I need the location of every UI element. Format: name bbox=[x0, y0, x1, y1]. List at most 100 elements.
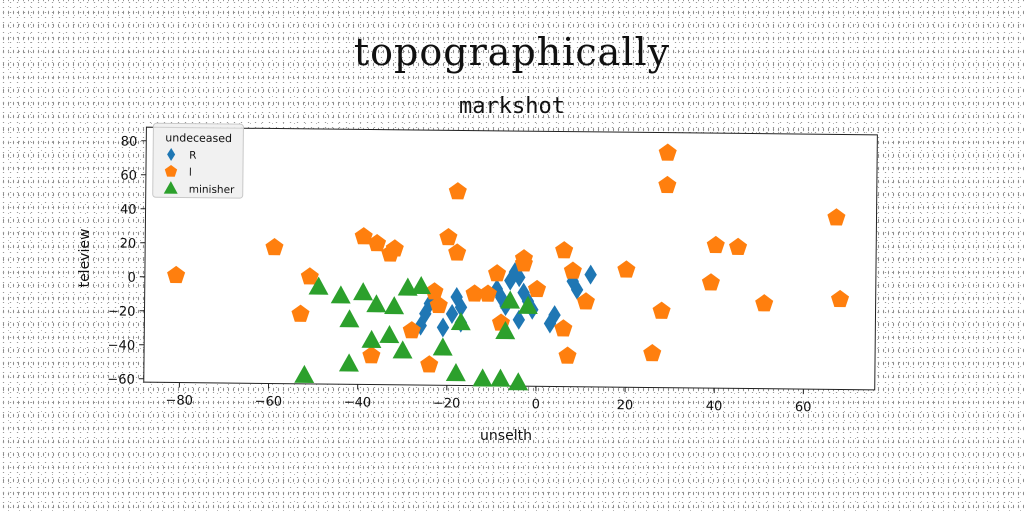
point-l bbox=[617, 260, 636, 278]
legend-marker-minisher bbox=[163, 181, 178, 194]
point-minisher bbox=[500, 290, 521, 309]
point-minisher bbox=[517, 295, 538, 314]
point-l bbox=[830, 289, 850, 308]
y-tick-label: 40 bbox=[120, 203, 137, 218]
point-l bbox=[701, 273, 720, 291]
point-minisher bbox=[366, 294, 387, 313]
point-minisher bbox=[361, 329, 382, 349]
point-minisher bbox=[411, 275, 432, 295]
legend-box bbox=[152, 122, 244, 199]
legend-marker-l bbox=[164, 164, 178, 177]
point-R bbox=[570, 279, 584, 300]
series-l bbox=[167, 143, 850, 373]
point-minisher bbox=[338, 353, 359, 372]
x-tick-label: −20 bbox=[433, 396, 461, 411]
point-R bbox=[495, 287, 508, 308]
plot-area: −80 −60 −40 −20 0 20 40 60 −60 −40 −20 0 20 40 60 80 u… bbox=[107, 122, 878, 415]
point-minisher bbox=[384, 296, 405, 315]
point-minisher bbox=[490, 368, 511, 387]
point-l bbox=[448, 182, 467, 200]
point-minisher bbox=[330, 285, 351, 304]
x-tick-label: 0 bbox=[532, 397, 540, 412]
y-axis-label: teleview bbox=[77, 229, 93, 288]
y-axis: −60 −40 −20 0 20 40 60 80 bbox=[107, 135, 147, 388]
point-l bbox=[555, 241, 574, 259]
point-minisher bbox=[472, 368, 493, 387]
point-R bbox=[548, 305, 561, 326]
point-R bbox=[445, 303, 459, 324]
point-l bbox=[300, 267, 319, 285]
point-R bbox=[450, 287, 463, 308]
legend-entries: Rl minisher bbox=[163, 147, 235, 196]
point-l bbox=[643, 343, 662, 362]
plot-frame bbox=[143, 126, 878, 391]
legend-label-R: R bbox=[189, 150, 196, 162]
point-l bbox=[514, 254, 533, 272]
x-tick-label: 40 bbox=[706, 399, 723, 414]
y-tick-label: 80 bbox=[121, 135, 138, 150]
point-R bbox=[512, 309, 526, 330]
point-minisher bbox=[392, 340, 413, 359]
point-l bbox=[381, 244, 400, 262]
point-minisher bbox=[339, 309, 360, 328]
x-tick-label: 20 bbox=[617, 398, 634, 413]
point-l bbox=[563, 261, 582, 279]
point-l bbox=[402, 321, 421, 339]
point-R bbox=[513, 267, 526, 288]
point-l bbox=[527, 279, 547, 298]
point-l bbox=[658, 143, 677, 161]
y-tick-label: 0 bbox=[127, 271, 135, 286]
point-l bbox=[658, 175, 677, 194]
chart-title: markshot bbox=[459, 94, 565, 119]
point-R bbox=[517, 282, 530, 303]
legend-marker-R bbox=[167, 147, 176, 161]
point-minisher bbox=[353, 282, 374, 301]
point-R bbox=[584, 264, 597, 285]
point-l bbox=[429, 295, 448, 314]
point-minisher bbox=[432, 337, 453, 356]
point-l bbox=[291, 304, 310, 322]
point-l bbox=[652, 301, 671, 319]
point-l bbox=[465, 284, 484, 302]
point-l bbox=[706, 235, 725, 254]
point-minisher bbox=[308, 276, 329, 295]
point-R bbox=[454, 297, 468, 318]
point-R bbox=[436, 317, 450, 338]
legend-label-minisher: minisher bbox=[189, 184, 235, 196]
point-l bbox=[367, 234, 387, 252]
y-tick-label: −60 bbox=[107, 372, 135, 387]
point-l bbox=[558, 346, 577, 364]
point-minisher bbox=[450, 312, 471, 331]
legend: undeceased Rl minisher bbox=[152, 122, 244, 199]
point-l bbox=[420, 355, 439, 373]
point-l bbox=[167, 265, 186, 284]
y-tick-label: 20 bbox=[120, 237, 137, 252]
point-l bbox=[488, 264, 507, 282]
x-axis: −80 −60 −40 −20 0 20 40 60 bbox=[165, 382, 812, 415]
y-tick-label: −40 bbox=[108, 338, 136, 353]
point-l bbox=[439, 227, 458, 246]
legend-label-l: l bbox=[189, 167, 192, 179]
point-l bbox=[448, 243, 467, 261]
series-minisher bbox=[294, 275, 538, 391]
point-l bbox=[478, 284, 497, 302]
data-marks bbox=[167, 143, 850, 391]
point-l bbox=[576, 292, 595, 310]
x-tick-label: −40 bbox=[344, 395, 372, 410]
point-l bbox=[755, 294, 774, 312]
x-axis-label: unselth bbox=[480, 428, 532, 444]
point-minisher bbox=[379, 324, 400, 344]
legend-title: undeceased bbox=[165, 131, 232, 145]
point-minisher bbox=[508, 372, 529, 391]
point-l bbox=[554, 319, 573, 337]
point-minisher bbox=[294, 364, 315, 384]
point-l bbox=[362, 346, 381, 364]
y-tick-label: −20 bbox=[108, 304, 136, 319]
point-l bbox=[425, 282, 444, 300]
point-l bbox=[827, 208, 846, 226]
x-tick-label: −60 bbox=[255, 394, 283, 409]
point-l bbox=[729, 237, 748, 256]
y-tick-label: 60 bbox=[120, 169, 137, 184]
point-l bbox=[354, 227, 373, 245]
